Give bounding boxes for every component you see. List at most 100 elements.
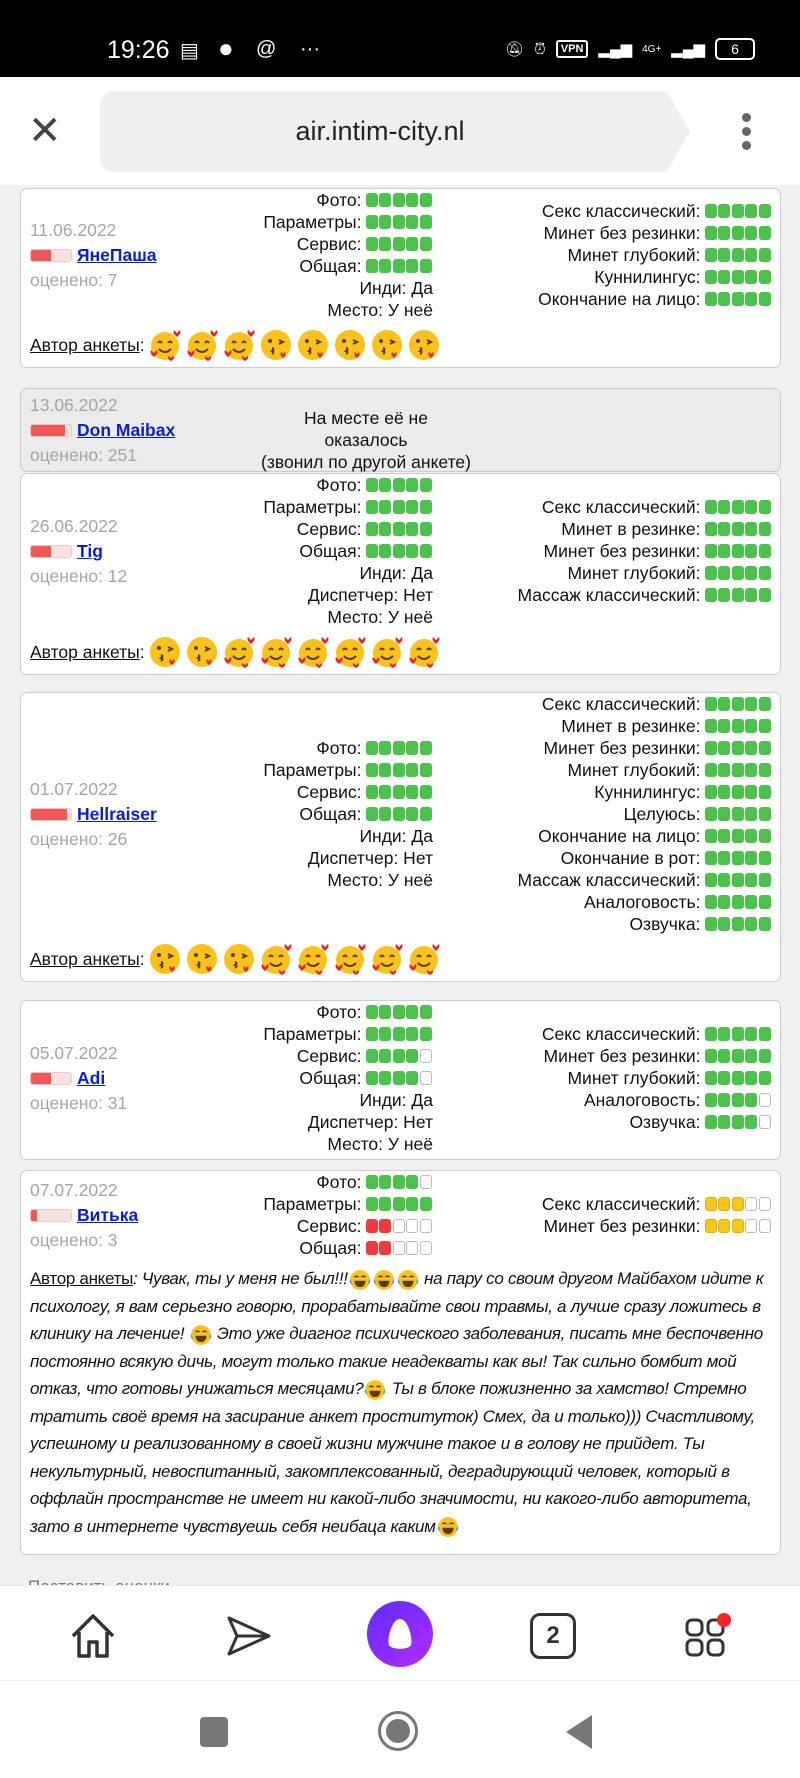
empty-square <box>758 1115 771 1129</box>
rating-row: Место: У неё <box>235 869 433 891</box>
filled-square <box>731 522 744 536</box>
address-bar[interactable]: air.intim-city.nl <box>100 91 690 172</box>
reviewer-link[interactable]: ЯнеПаша <box>77 244 157 265</box>
more-vertical-icon[interactable] <box>742 113 752 155</box>
filled-square <box>704 270 717 284</box>
filled-square <box>758 248 771 262</box>
filled-square <box>704 1197 717 1211</box>
reputation-bar <box>30 807 72 821</box>
rating-row: Минет без резинки: <box>433 737 772 759</box>
rating-row: Диспетчер: Нет <box>235 1111 433 1133</box>
rate-link[interactable]: Поставить оценки <box>28 1577 170 1585</box>
filled-square <box>379 785 391 799</box>
filled-square <box>718 873 730 887</box>
filled-square <box>745 204 757 218</box>
filled-square <box>718 851 730 865</box>
filled-square <box>731 226 744 240</box>
review-card: 07.07.2022 Витька оценено: 3 Фото: Параметры… <box>20 1170 781 1555</box>
rating-row: Фото: <box>235 1001 433 1023</box>
smiling-face-with-hearts-icon <box>296 635 330 669</box>
filled-square <box>731 829 744 843</box>
service-ratings: Секс классический: Минет без резинки: Мине… <box>433 1023 772 1133</box>
rating-squares <box>704 1049 773 1063</box>
filled-square <box>406 1005 418 1019</box>
url-text: air.intim-city.nl <box>295 116 465 146</box>
reviewer-link[interactable]: Tig <box>77 540 103 561</box>
filled-square <box>406 259 418 273</box>
rating-row: Параметры: <box>235 211 433 233</box>
reviewer-link[interactable]: Витька <box>77 1204 139 1225</box>
rating-label: Секс классический: <box>541 1024 701 1044</box>
filled-square <box>718 1093 730 1107</box>
filled-square <box>704 500 717 514</box>
filled-square <box>392 1197 405 1211</box>
review-date: 01.07.2022 <box>30 778 118 799</box>
circle-home-icon[interactable] <box>378 1711 418 1751</box>
rating-squares <box>365 1175 434 1189</box>
rating-row: Общая: <box>235 255 433 277</box>
filled-square <box>745 588 757 602</box>
home-icon[interactable] <box>63 1606 123 1666</box>
reputation-fill <box>31 808 67 820</box>
rating-row: Окончание в рот: <box>433 847 772 869</box>
paper-plane-icon[interactable] <box>217 1606 277 1666</box>
rating-label: Общая: <box>299 804 362 824</box>
mute-icon: 🔕︎ <box>505 41 525 58</box>
filled-square <box>365 193 378 207</box>
rating-row: Инди: Да <box>235 562 433 584</box>
filled-square <box>758 829 771 843</box>
rating-squares <box>365 215 434 229</box>
rating-row: Фото: <box>235 474 433 496</box>
rating-label: Аналоговость: <box>583 1090 701 1110</box>
rating-squares <box>365 807 434 821</box>
reviewer-link[interactable]: Adi <box>77 1067 106 1088</box>
triangle-back-icon[interactable] <box>566 1715 592 1749</box>
rating-label: Общая: <box>299 541 362 561</box>
rating-row: Минет без резинки: <box>433 540 772 562</box>
face-with-tears-of-joy-icon <box>348 1268 372 1292</box>
face-blowing-kiss-icon <box>259 328 293 362</box>
author-label: Автор анкеты <box>30 948 140 969</box>
filled-square <box>365 785 378 799</box>
filled-square <box>419 478 432 492</box>
reviewer-link[interactable]: Hellraiser <box>77 803 157 824</box>
filled-square <box>704 873 717 887</box>
close-icon[interactable]: ✕ <box>28 109 62 153</box>
rating-row: Сервис: <box>235 781 433 803</box>
filled-square <box>419 193 432 207</box>
filled-square <box>704 248 717 262</box>
rating-squares <box>704 763 773 777</box>
main-ratings: Фото: Параметры: Сервис: Общая: Инди: Да Дисп… <box>235 474 433 628</box>
rating-row: Сервис: <box>235 233 433 255</box>
filled-square <box>718 270 730 284</box>
rating-row: Фото: <box>235 737 433 759</box>
filled-square <box>392 785 405 799</box>
tabs-icon[interactable]: 2 <box>530 1613 576 1659</box>
filled-square <box>731 204 744 218</box>
square-recents-icon[interactable] <box>200 1717 228 1747</box>
filled-square <box>718 226 730 240</box>
filled-square <box>758 851 771 865</box>
face-blowing-kiss-icon <box>185 942 219 976</box>
rating-label: Озвучка: <box>629 914 701 934</box>
filled-square <box>718 1049 730 1063</box>
alice-assistant-icon[interactable] <box>367 1601 433 1667</box>
filled-square <box>758 1049 771 1063</box>
rating-row: Секс классический: <box>433 693 772 715</box>
rating-row: Массаж классический: <box>433 869 772 891</box>
rating-row: Общая: <box>235 1237 433 1259</box>
rating-label: Окончание на лицо: <box>538 826 701 846</box>
rating-row: Общая: <box>235 540 433 562</box>
browser-toolbar: ✕ air.intim-city.nl <box>0 77 800 185</box>
rating-squares <box>704 248 773 262</box>
filled-square <box>406 1049 418 1063</box>
rating-squares <box>704 566 773 580</box>
service-ratings: Секс классический: Минет в резинке: Минет … <box>433 693 772 935</box>
rating-label: Массаж классический: <box>517 870 701 890</box>
grid-icon[interactable] <box>677 1606 737 1666</box>
main-ratings: Фото: Параметры: Сервис: Общая: Инди: Да Дисп… <box>235 1001 433 1155</box>
rating-label: Минет без резинки: <box>543 223 701 243</box>
message-line: (звонил по другой анкете) <box>261 452 471 472</box>
reviewer-link[interactable]: Don Maibax <box>77 419 176 440</box>
rating-squares <box>704 741 773 755</box>
